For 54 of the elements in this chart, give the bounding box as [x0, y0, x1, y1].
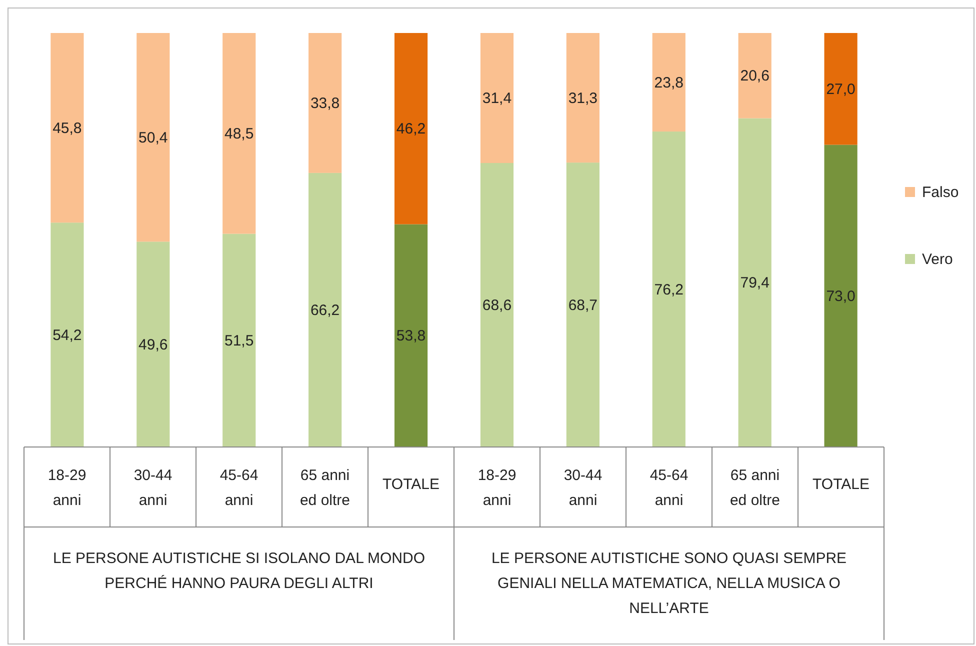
x-tick-label: 30-44 anni: [134, 467, 172, 509]
x-tick-label: 45-64 anni: [220, 467, 258, 509]
x-tick-label: TOTALE: [812, 476, 870, 493]
bar: [50, 222, 84, 447]
bar: [136, 242, 170, 447]
bar: [824, 33, 858, 145]
x-tick-label: 30-44 anni: [564, 467, 602, 509]
data-label: 51,5: [224, 332, 254, 350]
data-label: 49,6: [138, 336, 168, 354]
bar: [652, 33, 686, 132]
bar: [738, 118, 772, 447]
data-label: 33,8: [310, 94, 340, 112]
data-label: 79,4: [740, 274, 770, 292]
bar: [136, 33, 170, 242]
text: LE PERSONE AUTISTICHE SONO QUASI SEMPRE GENIALI NELLA MATEMATICA, NELLA MUSICA O NELL’ARTE: [491, 550, 847, 617]
bar: [824, 144, 858, 447]
bar: [480, 162, 514, 447]
bar: [222, 234, 256, 447]
x-tick-label: TOTALE: [382, 476, 440, 493]
data-label: 68,7: [568, 296, 598, 314]
bar: [50, 33, 84, 223]
data-label: 48,5: [224, 125, 254, 142]
data-label: 53,8: [396, 328, 426, 345]
data-label: 45,8: [52, 120, 82, 137]
legend-label: Vero: [922, 251, 953, 268]
data-label: 23,8: [654, 74, 684, 92]
bar: [566, 33, 600, 163]
bar: [222, 33, 256, 234]
data-label: 68,6: [482, 297, 512, 314]
x-tick-label: 18-29 anni: [48, 467, 86, 509]
data-label: 54,2: [52, 326, 82, 344]
bar: [394, 33, 428, 224]
bar: [394, 224, 428, 447]
data-label: 27,0: [826, 80, 856, 98]
x-tick-label: 45-64 anni: [650, 467, 688, 509]
x-tick-label: 65 anni ed oltre: [300, 467, 350, 509]
bar: [652, 132, 686, 447]
x-tick-label: 18-29 anni: [478, 467, 516, 509]
legend-label: Falso: [922, 184, 959, 201]
data-label: 31,4: [482, 90, 512, 107]
data-label: 76,2: [654, 281, 684, 298]
data-label: 50,4: [138, 129, 168, 146]
data-label: 20,6: [740, 68, 770, 85]
bar: [566, 162, 600, 447]
bar: [480, 33, 514, 163]
data-label: 46,2: [396, 120, 426, 138]
data-label: 73,0: [826, 288, 856, 305]
bar: [738, 33, 772, 118]
text: LE PERSONE AUTISTICHE SI ISOLANO DAL MONDO PERCHÉ HANNO PAURA DEGLI ALTRI: [52, 550, 426, 592]
data-label: 66,2: [310, 302, 340, 319]
bar: [308, 172, 342, 447]
data-label: 31,3: [568, 90, 598, 107]
x-tick-label: 65 anni ed oltre: [730, 467, 780, 509]
bar: [308, 33, 342, 173]
